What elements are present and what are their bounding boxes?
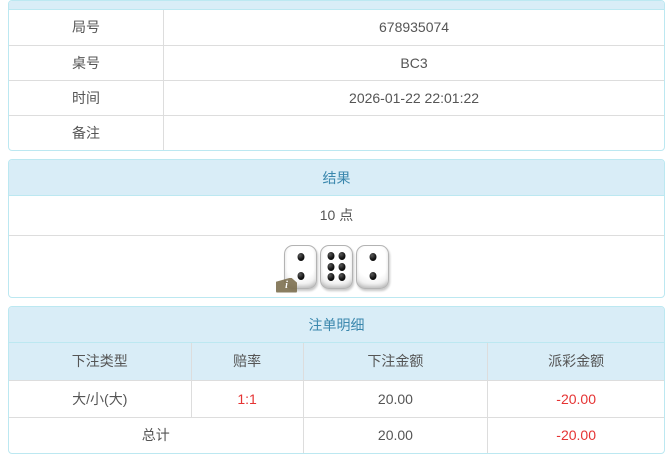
die-dot — [338, 272, 346, 281]
game-info-panel: 局号 678935074 桌号 BC3 时间 2026-01-22 22:01:… — [8, 0, 665, 151]
time-value: 2026-01-22 22:01:22 — [163, 79, 664, 115]
die-dot — [327, 272, 335, 281]
total-amount-value: 20.00 — [302, 416, 488, 453]
dice-strip: i — [276, 244, 389, 293]
die-face-6 — [320, 244, 353, 289]
table-number-value: BC3 — [163, 44, 664, 80]
die-dot — [327, 262, 335, 271]
remark-label: 备注 — [9, 114, 165, 150]
table-number-label: 桌号 — [9, 44, 165, 80]
remark-value — [163, 114, 664, 150]
total-row: 总计 20.00 -20.00 — [9, 416, 664, 453]
die-face-2 — [356, 244, 389, 289]
result-panel-title: 结果 — [9, 160, 664, 196]
die-dot — [327, 252, 335, 261]
bet-row: 大/小(大) 1:1 20.00 -20.00 — [9, 379, 664, 417]
total-payout-value: -20.00 — [487, 416, 664, 453]
die-dot — [369, 271, 376, 280]
table-row: 时间 2026-01-22 22:01:22 — [9, 79, 664, 115]
table-row: 桌号 BC3 — [9, 44, 664, 80]
table-row: 局号 678935074 — [9, 10, 664, 45]
bet-odds-value: 1:1 — [190, 379, 304, 417]
bets-table: 下注类型 赔率 下注金额 派彩金额 大/小(大) 1:1 20.00 -20.0… — [9, 343, 664, 453]
bet-type-value: 大/小(大) — [9, 379, 192, 417]
bet-details-title: 注单明细 — [9, 307, 664, 343]
bets-header-row: 下注类型 赔率 下注金额 派彩金额 — [9, 343, 664, 380]
bet-payout-value: -20.00 — [487, 379, 664, 417]
column-header-bet-amount: 下注金额 — [302, 343, 488, 380]
round-number-value: 678935074 — [379, 19, 450, 36]
column-header-payout-amount: 派彩金额 — [487, 343, 664, 380]
die-face-2 — [284, 244, 317, 289]
clipped-panel-heading — [9, 1, 664, 10]
die-dot — [297, 271, 304, 280]
column-header-bet-type: 下注类型 — [9, 343, 192, 380]
bet-details-panel: 注单明细 下注类型 赔率 下注金额 派彩金额 大/小(大) 1:1 20.00 … — [8, 306, 665, 454]
dice-row: i — [9, 235, 664, 297]
die-dot — [338, 252, 346, 261]
result-panel: 结果 10 点 i — [8, 159, 665, 298]
time-label: 时间 — [9, 79, 165, 115]
column-header-odds: 赔率 — [190, 343, 304, 380]
die-dot — [297, 253, 304, 262]
die-dot — [369, 253, 376, 262]
table-row: 备注 — [9, 114, 664, 150]
total-label: 总计 — [9, 416, 304, 453]
info-badge-icon[interactable]: i — [276, 277, 297, 293]
game-info-table: 局号 678935074 桌号 BC3 时间 2026-01-22 22:01:… — [9, 10, 664, 150]
result-points: 10 点 — [319, 207, 354, 223]
die-dot — [338, 262, 346, 271]
bet-amount-value: 20.00 — [302, 379, 488, 417]
round-number-label: 局号 — [9, 10, 165, 45]
